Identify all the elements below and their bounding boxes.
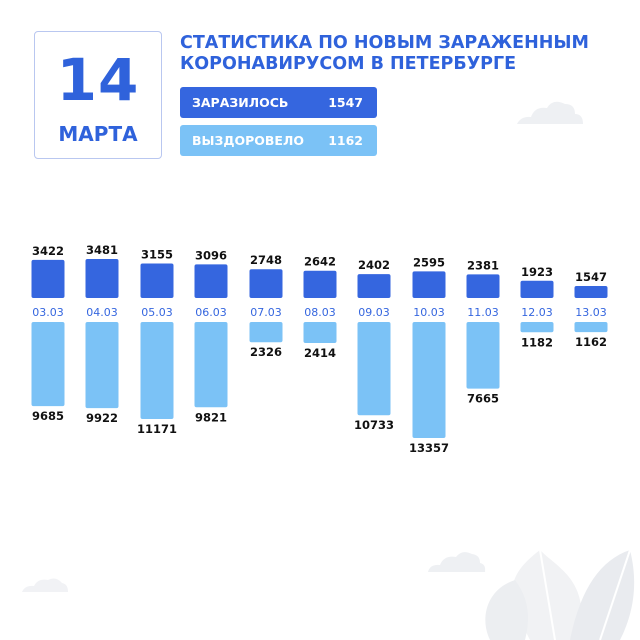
recovered-value-label: 11171 — [137, 422, 177, 436]
infected-bar — [194, 264, 228, 298]
infected-bar — [412, 271, 446, 298]
infected-bar — [249, 269, 283, 298]
page-title: СТАТИСТИКА ПО НОВЫМ ЗАРАЖЕННЫМ КОРОНАВИР… — [180, 33, 620, 75]
date-tick-label: 10.03 — [413, 306, 445, 319]
recovered-bar — [466, 322, 500, 389]
infected-value-label: 3096 — [195, 248, 227, 262]
recovered-value-label: 1182 — [521, 335, 553, 349]
recovered-summary-badge: ВЫЗДОРОВЕЛО 1162 — [180, 125, 377, 156]
infected-bar — [140, 263, 174, 298]
date-tick-label: 05.03 — [141, 306, 173, 319]
recovered-value-label: 13357 — [409, 441, 449, 455]
recovered-value-label: 9922 — [86, 411, 118, 425]
date-day: 14 — [56, 46, 140, 114]
recovered-bar — [574, 322, 608, 333]
recovered-value-label: 9685 — [32, 409, 64, 423]
recovered-bar — [520, 322, 554, 333]
infected-value-label: 1923 — [521, 265, 553, 279]
date-tick-label: 08.03 — [304, 306, 336, 319]
infected-value-label: 3422 — [32, 244, 64, 258]
recovered-value-label: 10733 — [354, 418, 394, 432]
title-line-1: СТАТИСТИКА ПО НОВЫМ ЗАРАЖЕННЫМ — [180, 33, 589, 53]
recovered-bar — [31, 322, 65, 407]
date-tick-label: 03.03 — [32, 306, 64, 319]
recovered-bar — [303, 322, 337, 343]
infected-label: ЗАРАЗИЛОСЬ — [192, 95, 289, 110]
recovered-label: ВЫЗДОРОВЕЛО — [192, 133, 304, 148]
date-tick-label: 09.03 — [358, 306, 390, 319]
date-tick-label: 06.03 — [195, 306, 227, 319]
infected-bar — [303, 270, 337, 298]
infected-value-label: 3155 — [141, 248, 173, 262]
recovered-bar — [194, 322, 228, 408]
date-tick-label: 11.03 — [467, 306, 499, 319]
infected-value: 1547 — [328, 95, 363, 110]
infected-summary-badge: ЗАРАЗИЛОСЬ 1547 — [180, 87, 377, 118]
infected-value-label: 2642 — [304, 255, 336, 269]
recovered-value-label: 7665 — [467, 392, 499, 406]
infected-bar — [31, 259, 65, 298]
leaf-decoration — [485, 549, 635, 640]
infected-value-label: 1547 — [575, 270, 607, 284]
recovered-value: 1162 — [328, 133, 363, 148]
recovered-value-label: 9821 — [195, 410, 227, 424]
recovered-value-label: 2326 — [250, 345, 282, 359]
cloud-decoration-bottom — [428, 552, 486, 572]
date-tick-label: 12.03 — [521, 306, 553, 319]
recovered-value-label: 2414 — [304, 346, 336, 360]
recovered-value-label: 1162 — [575, 335, 607, 349]
recovered-bar — [140, 322, 174, 420]
date-tick-label: 07.03 — [250, 306, 282, 319]
infected-bar — [574, 286, 608, 298]
cloud-decoration-left — [22, 578, 68, 592]
infected-value-label: 2748 — [250, 253, 282, 267]
infected-bar — [85, 259, 119, 298]
date-card: 14 МАРТА — [34, 31, 162, 159]
infected-value-label: 3481 — [86, 243, 118, 257]
date-tick-label: 13.03 — [575, 306, 607, 319]
date-month: МАРТА — [58, 122, 138, 146]
recovered-bar — [249, 322, 283, 343]
infected-value-label: 2381 — [467, 258, 499, 272]
date-tick-label: 04.03 — [86, 306, 118, 319]
cloud-decoration-top — [517, 101, 583, 124]
infected-bar — [520, 280, 554, 298]
recovered-bar — [412, 322, 446, 438]
title-line-2: КОРОНАВИРУСОМ В ПЕТЕРБУРГЕ — [180, 54, 517, 74]
recovered-bar — [357, 322, 391, 416]
infected-value-label: 2595 — [413, 255, 445, 269]
infected-bar — [357, 274, 391, 298]
infected-bar — [466, 274, 500, 298]
recovered-bar — [85, 322, 119, 409]
infected-value-label: 2402 — [358, 258, 390, 272]
